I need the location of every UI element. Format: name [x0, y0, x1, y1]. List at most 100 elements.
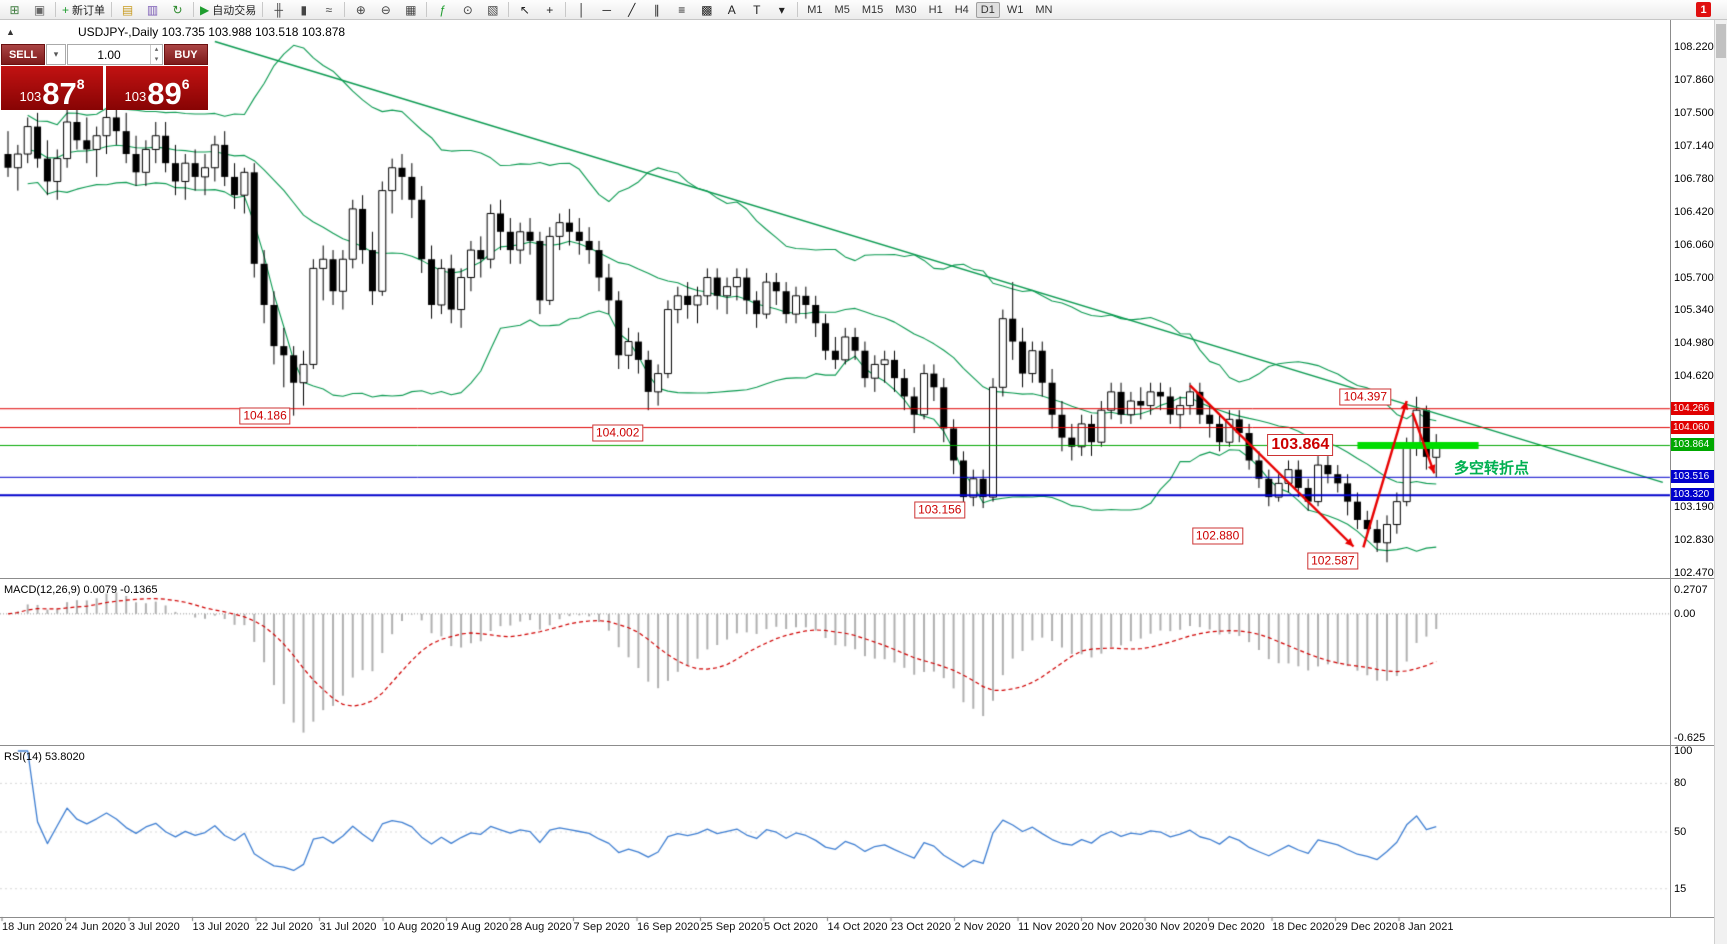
vertical-line-button[interactable]: │ — [569, 0, 594, 20]
templates-icon: ▧ — [487, 2, 499, 17]
autotrading-button[interactable]: ▶ 自动交易 — [197, 0, 259, 20]
spinner-down-icon[interactable]: ▾ — [154, 55, 159, 63]
time-axis-label: 30 Nov 2020 — [1145, 921, 1208, 933]
buy-price-display[interactable]: 103 89 6 — [106, 66, 208, 110]
timeframe-w1[interactable]: W1 — [1006, 3, 1024, 16]
indicators-icon: ƒ — [439, 2, 447, 17]
annotation-text[interactable]: 多空转折点 — [1453, 459, 1529, 477]
timeframe-m1[interactable]: M1 — [807, 3, 823, 16]
chart-ohlc-header: USDJPY-,Daily 103.735 103.988 103.518 10… — [78, 25, 346, 39]
channel-button[interactable]: ∥ — [644, 0, 669, 20]
channel-icon: ∥ — [653, 2, 660, 17]
rsi-axis-label: 50 — [1674, 826, 1687, 838]
line-chart-button[interactable]: ≈ — [316, 0, 341, 20]
terminal-button[interactable]: ▥ — [140, 0, 165, 20]
terminal-icon: ▥ — [146, 2, 159, 17]
label-button[interactable]: T — [744, 0, 769, 20]
tile-windows-button[interactable]: ▦ — [398, 0, 423, 20]
sell-price-display[interactable]: 103 87 8 — [1, 66, 103, 110]
sell-button[interactable]: SELL — [1, 44, 45, 65]
arrows-dropdown[interactable]: ▾ — [769, 0, 794, 20]
new-chart-button[interactable]: ⊞ — [2, 0, 27, 20]
periods-button[interactable]: ⊙ — [455, 0, 480, 20]
price-callout[interactable]: 102.880 — [1191, 527, 1244, 544]
fibonacci-icon: ≡ — [678, 2, 686, 17]
price-tag[interactable]: 104.266 — [1671, 401, 1715, 415]
price-callout[interactable]: 102.587 — [1307, 552, 1359, 570]
order-type-dropdown[interactable]: ▾ — [46, 44, 66, 65]
indicators-button[interactable]: ƒ — [430, 0, 455, 20]
timeframe-m5[interactable]: M5 — [834, 3, 850, 16]
time-axis-border — [0, 917, 1714, 918]
price-callout[interactable]: 104.397 — [1339, 388, 1392, 406]
refresh-button[interactable]: ↻ — [165, 0, 190, 20]
price-callout[interactable]: 104.186 — [239, 407, 291, 425]
text-button[interactable]: A — [719, 0, 744, 20]
price-tag[interactable]: 103.864 — [1671, 438, 1715, 452]
buy-price-pips: 89 — [147, 75, 182, 111]
market-watch-button[interactable]: ▤ — [115, 0, 140, 20]
macd-axis-label: -0.625 — [1674, 732, 1706, 744]
line-chart-icon: ≈ — [325, 2, 333, 17]
volume-spinner: ▴ ▾ — [150, 45, 162, 64]
candlestick-chart-button[interactable]: ▮ — [291, 0, 316, 20]
price-callout[interactable]: 104.002 — [592, 424, 644, 442]
timeframe-h4[interactable]: H4 — [954, 3, 969, 16]
price-axis-label: 107.860 — [1674, 73, 1714, 86]
cursor-button[interactable]: ↖ — [512, 0, 537, 20]
fibonacci-button[interactable]: ≡ — [669, 0, 694, 20]
volume-input[interactable] — [68, 45, 150, 64]
one-click-collapse-icon[interactable]: ▲ — [6, 27, 15, 37]
bar-chart-button[interactable]: ╫ — [266, 0, 291, 20]
price-axis-label: 103.190 — [1674, 501, 1714, 514]
new-order-icon: + — [62, 2, 70, 17]
window-separator[interactable] — [0, 578, 1714, 579]
price-tag[interactable]: 103.320 — [1671, 488, 1715, 502]
cursor-icon: ↖ — [519, 2, 530, 17]
timeframe-m15[interactable]: M15 — [861, 3, 884, 16]
macd-axis-label: 0.00 — [1674, 607, 1696, 620]
price-callout[interactable]: 103.864 — [1267, 434, 1334, 457]
autotrading-icon: ▶ — [200, 2, 210, 17]
vertical-line-icon: │ — [578, 2, 586, 17]
price-tag[interactable]: 103.516 — [1671, 470, 1715, 484]
timeframe-h1[interactable]: H1 — [928, 3, 943, 16]
time-axis-label: 11 Nov 2020 — [1018, 921, 1080, 933]
zoom-in-button[interactable]: ⊕ — [348, 0, 373, 20]
grid-button[interactable]: ▩ — [694, 0, 719, 20]
label-icon: T — [753, 2, 761, 17]
toolbar-separator — [344, 2, 346, 17]
price-tag[interactable]: 104.060 — [1671, 420, 1715, 434]
trendline-button[interactable]: ╱ — [619, 0, 644, 20]
profiles-button[interactable]: ▣ — [27, 0, 52, 20]
price-callout[interactable]: 103.156 — [914, 501, 966, 519]
bar-chart-icon: ╫ — [274, 2, 283, 17]
timeframe-m30[interactable]: M30 — [895, 3, 917, 16]
spinner-up-icon[interactable]: ▴ — [154, 46, 159, 54]
notification-badge[interactable]: 1 — [1696, 2, 1711, 17]
scrollbar-thumb[interactable] — [1716, 24, 1726, 58]
buy-button[interactable]: BUY — [164, 44, 208, 65]
crosshair-button[interactable]: + — [537, 0, 562, 20]
timeframe-mn[interactable]: MN — [1035, 3, 1053, 16]
price-axis-label: 108.220 — [1674, 41, 1714, 53]
templates-button[interactable]: ▧ — [480, 0, 505, 20]
autotrading-button-label: 自动交易 — [212, 4, 257, 17]
new-chart-icon: ⊞ — [9, 2, 20, 17]
macd-label: MACD(12,26,9) 0.0079 -0.1365 — [4, 584, 158, 596]
sell-price-point: 8 — [76, 76, 85, 92]
horizontal-line-button[interactable]: ─ — [594, 0, 619, 20]
zoom-out-button[interactable]: ⊖ — [373, 0, 398, 20]
time-axis-label: 8 Jan 2021 — [1399, 921, 1454, 933]
toolbar-separator — [565, 2, 567, 17]
vertical-scrollbar[interactable] — [1714, 20, 1727, 944]
timeframe-d1[interactable]: D1 — [975, 1, 1000, 18]
time-axis-label: 25 Sep 2020 — [700, 921, 763, 933]
window-separator[interactable] — [0, 745, 1714, 746]
zoom-in-icon: ⊕ — [355, 2, 366, 17]
new-order-button[interactable]: + 新订单 — [59, 0, 108, 20]
time-axis-label: 18 Jun 2020 — [2, 921, 63, 933]
time-axis-label: 2 Nov 2020 — [954, 921, 1011, 933]
horizontal-line-icon: ─ — [602, 2, 611, 17]
